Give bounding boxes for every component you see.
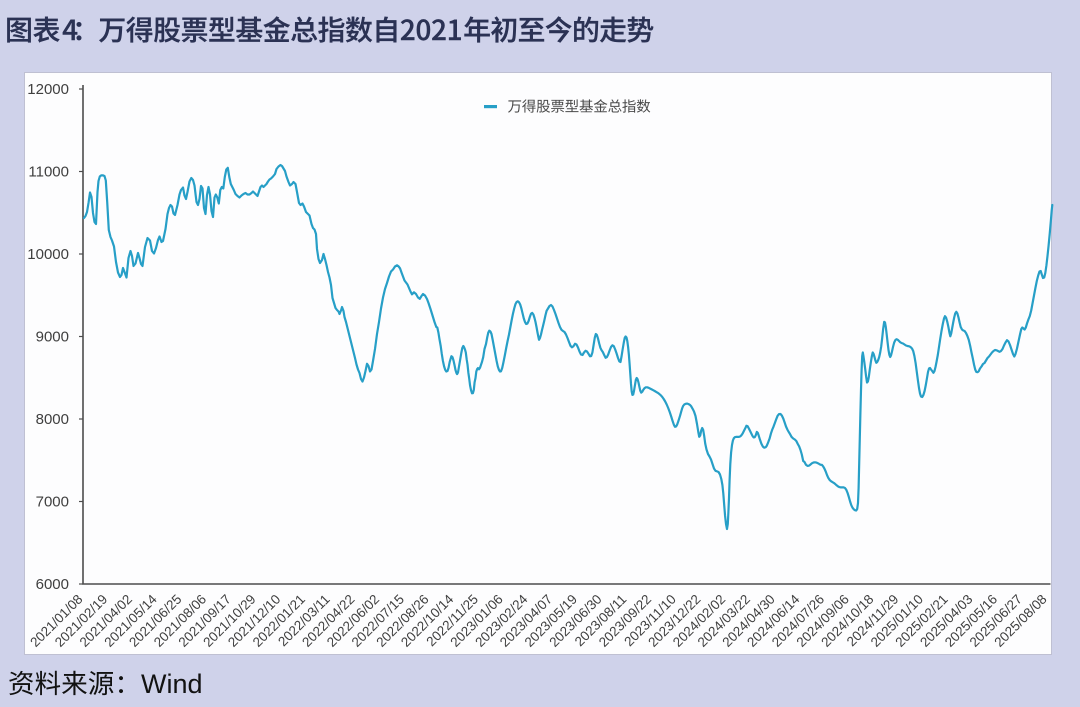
svg-text:Wind: Wind: [141, 669, 203, 699]
svg-text:12000: 12000: [27, 81, 69, 98]
svg-text:7000: 7000: [36, 494, 69, 511]
svg-text:9000: 9000: [36, 329, 69, 346]
svg-text:10000: 10000: [27, 246, 69, 263]
svg-text:8000: 8000: [36, 411, 69, 428]
svg-text:11000: 11000: [28, 164, 69, 181]
svg-text:6000: 6000: [36, 576, 69, 593]
